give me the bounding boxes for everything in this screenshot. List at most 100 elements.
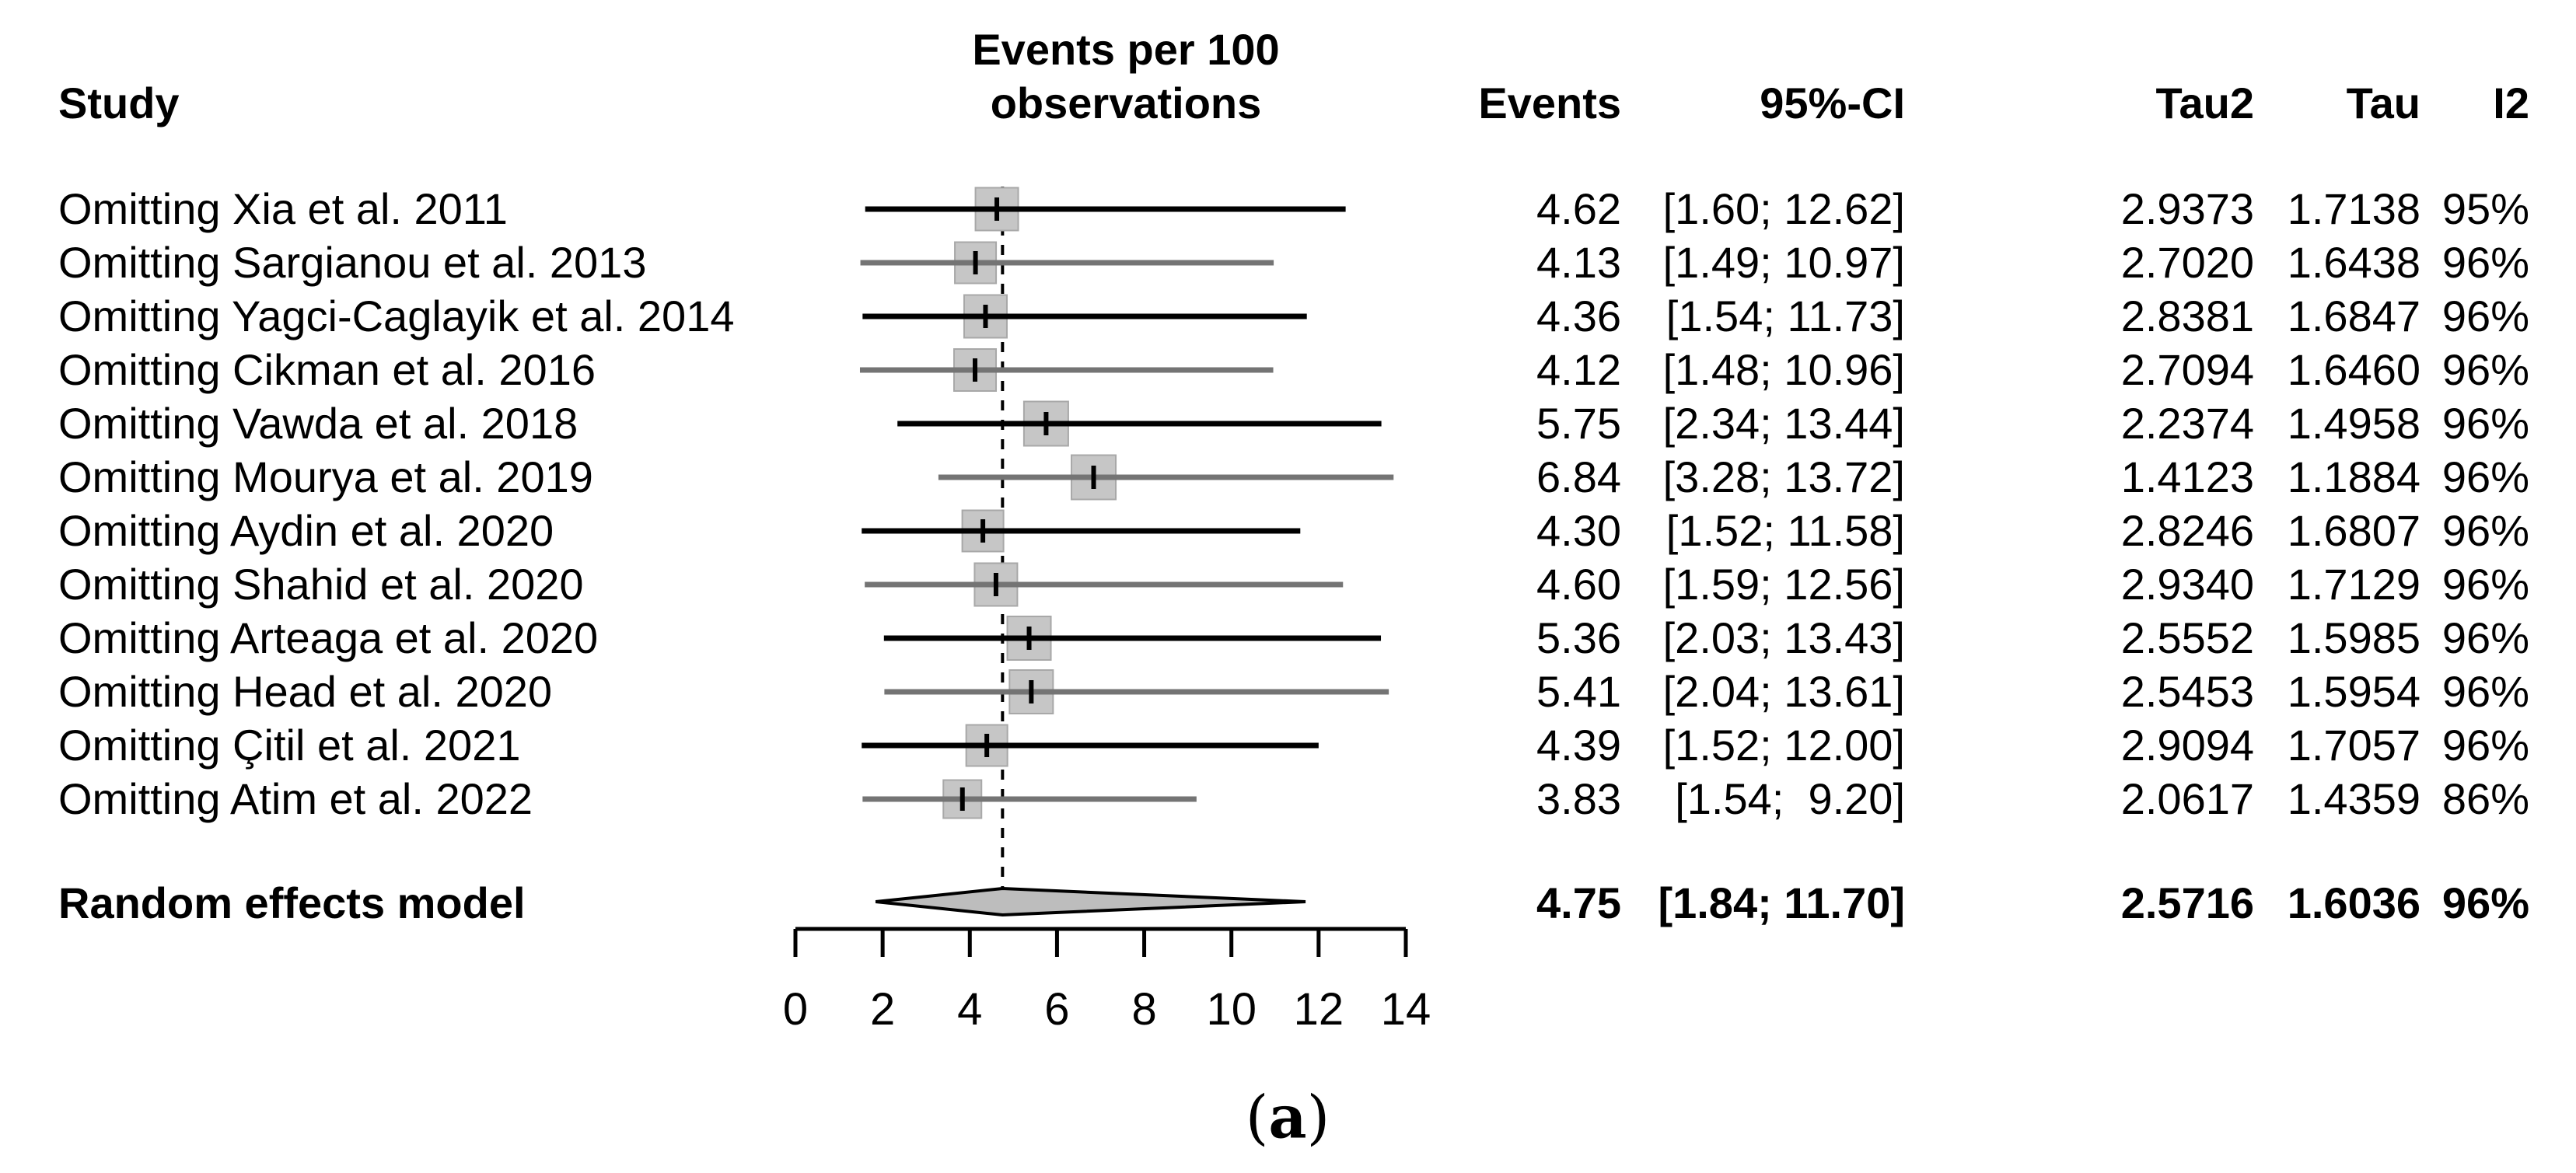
panel-label-letter: a bbox=[1268, 1082, 1307, 1152]
panel-label-close: ) bbox=[1306, 1082, 1330, 1152]
row-tau2-value: 2.7094 bbox=[2120, 345, 2254, 394]
row-tau-value: 1.5985 bbox=[2287, 613, 2420, 662]
row-study-label: Omitting Arteaga et al. 2020 bbox=[58, 613, 599, 662]
row-i2-value: 96% bbox=[2441, 721, 2529, 770]
row-ci-value: [1.60; 12.62] bbox=[1662, 184, 1905, 233]
row-ci-value: [2.04; 13.61] bbox=[1662, 667, 1905, 716]
x-axis-tick-label: 8 bbox=[1131, 984, 1156, 1035]
row-i2-value: 86% bbox=[2441, 774, 2529, 823]
row-study-label: Omitting Aydin et al. 2020 bbox=[58, 506, 554, 555]
column-header-study: Study bbox=[58, 79, 180, 127]
summary-events-value: 4.75 bbox=[1536, 878, 1621, 927]
column-header-ci: 95%-CI bbox=[1760, 79, 1905, 127]
x-axis-tick-label: 12 bbox=[1294, 984, 1344, 1035]
row-events-value: 6.84 bbox=[1536, 452, 1621, 501]
row-tau2-value: 2.5552 bbox=[2120, 613, 2254, 662]
summary-tau2-value: 2.5716 bbox=[2120, 878, 2254, 927]
column-header-events: Events bbox=[1478, 79, 1621, 127]
row-tau2-value: 2.8381 bbox=[2120, 292, 2254, 340]
row-study-label: Omitting Vawda et al. 2018 bbox=[58, 399, 578, 448]
row-tau-value: 1.4958 bbox=[2287, 399, 2420, 448]
column-header-i2: I2 bbox=[2493, 79, 2529, 127]
row-study-label: Omitting Xia et al. 2011 bbox=[58, 184, 508, 233]
point-estimate-tick bbox=[1043, 412, 1049, 435]
row-events-value: 4.13 bbox=[1536, 238, 1621, 287]
point-estimate-tick bbox=[993, 573, 998, 596]
point-estimate-tick bbox=[980, 519, 986, 543]
row-tau2-value: 2.5453 bbox=[2120, 667, 2254, 716]
row-i2-value: 96% bbox=[2441, 506, 2529, 555]
row-tau-value: 1.6847 bbox=[2287, 292, 2420, 340]
column-header-tau2: Tau2 bbox=[2155, 79, 2254, 127]
point-estimate-tick bbox=[973, 358, 978, 382]
row-tau-value: 1.6460 bbox=[2287, 345, 2420, 394]
x-axis-tick-label: 0 bbox=[783, 984, 808, 1035]
panel-label: (a) bbox=[1246, 1083, 1330, 1152]
row-ci-value: [1.48; 10.96] bbox=[1662, 345, 1905, 394]
point-estimate-tick bbox=[984, 734, 990, 757]
row-events-value: 4.39 bbox=[1536, 721, 1621, 770]
row-study-label: Omitting Yagci-Caglayik et al. 2014 bbox=[58, 292, 735, 340]
summary-ci-value: [1.84; 11.70] bbox=[1658, 878, 1905, 927]
summary-diamond bbox=[875, 886, 1306, 917]
panel-label-open: ( bbox=[1245, 1082, 1269, 1152]
summary-tau-value: 1.6036 bbox=[2287, 878, 2420, 927]
row-ci-value: [1.52; 12.00] bbox=[1662, 721, 1905, 770]
summary-i2-value: 96% bbox=[2441, 878, 2529, 927]
row-i2-value: 96% bbox=[2441, 238, 2529, 287]
row-study-label: Omitting Shahid et al. 2020 bbox=[58, 560, 584, 609]
row-tau-value: 1.7138 bbox=[2287, 184, 2420, 233]
row-study-label: Omitting Çitil et al. 2021 bbox=[58, 721, 521, 770]
row-i2-value: 96% bbox=[2441, 560, 2529, 609]
x-axis-tick-label: 14 bbox=[1381, 984, 1431, 1035]
row-tau2-value: 2.8246 bbox=[2120, 506, 2254, 555]
row-i2-value: 95% bbox=[2441, 184, 2529, 233]
row-tau2-value: 2.9340 bbox=[2120, 560, 2254, 609]
row-events-value: 4.36 bbox=[1536, 292, 1621, 340]
row-tau-value: 1.6807 bbox=[2287, 506, 2420, 555]
row-i2-value: 96% bbox=[2441, 399, 2529, 448]
x-axis-tick-label: 4 bbox=[957, 984, 982, 1035]
row-i2-value: 96% bbox=[2441, 667, 2529, 716]
column-header-effect-line1: Events per 100 bbox=[972, 25, 1280, 74]
x-axis-tick-label: 10 bbox=[1206, 984, 1257, 1035]
point-estimate-tick bbox=[1029, 680, 1034, 703]
point-estimate-tick bbox=[994, 197, 1000, 221]
row-i2-value: 96% bbox=[2441, 345, 2529, 394]
x-axis-tick-label: 2 bbox=[870, 984, 895, 1035]
row-study-label: Omitting Atim et al. 2022 bbox=[58, 774, 533, 823]
row-ci-value: [2.34; 13.44] bbox=[1662, 399, 1905, 448]
point-estimate-tick bbox=[973, 251, 978, 274]
column-header-tau: Tau bbox=[2346, 79, 2420, 127]
row-study-label: Omitting Head et al. 2020 bbox=[58, 667, 553, 716]
row-events-value: 4.12 bbox=[1536, 345, 1621, 394]
row-tau2-value: 1.4123 bbox=[2120, 452, 2254, 501]
row-ci-value: [1.59; 12.56] bbox=[1662, 560, 1905, 609]
row-events-value: 4.30 bbox=[1536, 506, 1621, 555]
row-ci-value: [1.49; 10.97] bbox=[1662, 238, 1905, 287]
point-estimate-tick bbox=[959, 787, 965, 811]
row-i2-value: 96% bbox=[2441, 452, 2529, 501]
row-ci-value: [1.52; 11.58] bbox=[1665, 506, 1905, 555]
row-events-value: 4.60 bbox=[1536, 560, 1621, 609]
row-events-value: 4.62 bbox=[1536, 184, 1621, 233]
row-ci-value: [3.28; 13.72] bbox=[1662, 452, 1905, 501]
row-ci-value: [1.54; 11.73] bbox=[1665, 292, 1905, 340]
row-events-value: 5.41 bbox=[1536, 667, 1621, 716]
row-ci-value: [1.54; 9.20] bbox=[1675, 774, 1905, 823]
row-study-label: Omitting Mourya et al. 2019 bbox=[58, 452, 593, 501]
row-tau2-value: 2.2374 bbox=[2120, 399, 2254, 448]
row-events-value: 5.75 bbox=[1536, 399, 1621, 448]
row-tau2-value: 2.9373 bbox=[2120, 184, 2254, 233]
row-ci-value: [2.03; 13.43] bbox=[1662, 613, 1905, 662]
row-tau-value: 1.7129 bbox=[2287, 560, 2420, 609]
row-events-value: 3.83 bbox=[1536, 774, 1621, 823]
row-i2-value: 96% bbox=[2441, 613, 2529, 662]
row-tau2-value: 2.0617 bbox=[2120, 774, 2254, 823]
row-tau-value: 1.4359 bbox=[2287, 774, 2420, 823]
row-study-label: Omitting Sargianou et al. 2013 bbox=[58, 238, 647, 287]
row-tau-value: 1.1884 bbox=[2287, 452, 2420, 501]
row-tau2-value: 2.9094 bbox=[2120, 721, 2254, 770]
